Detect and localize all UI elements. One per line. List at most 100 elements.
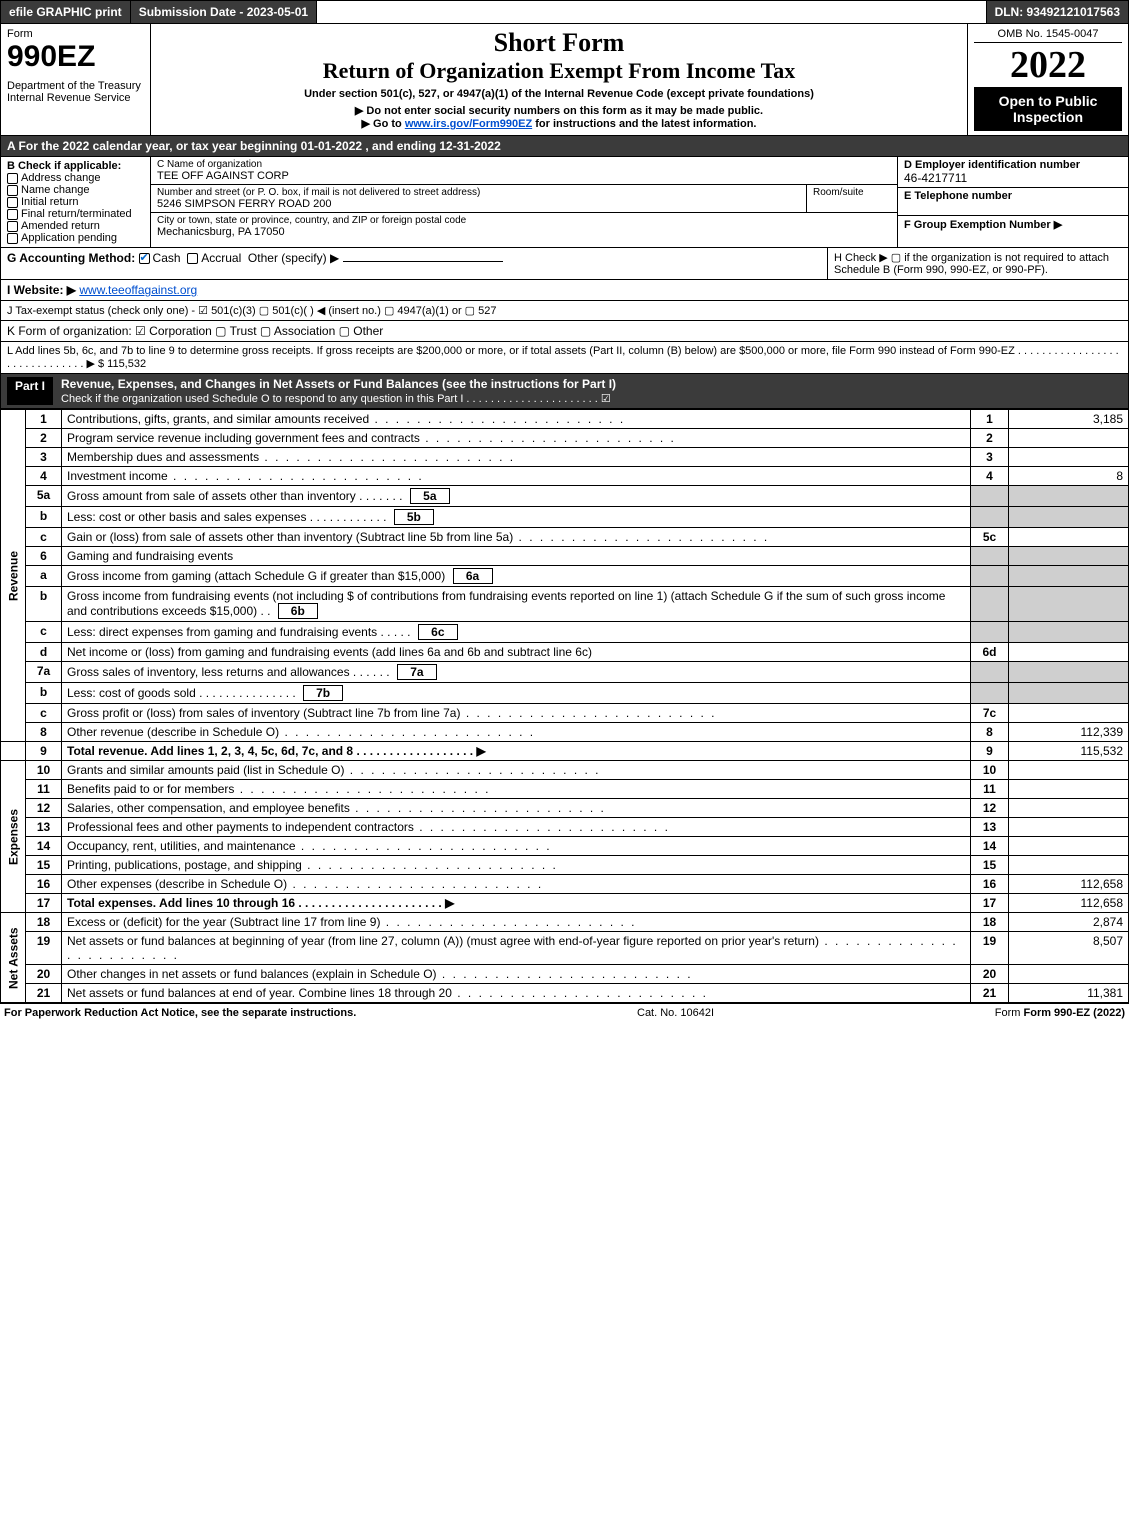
i-row: I Website: ▶ www.teeoffagainst.org — [0, 280, 1129, 301]
line-10-text: Grants and similar amounts paid (list in… — [62, 761, 971, 780]
line-15-num: 15 — [26, 856, 62, 875]
line-15-text: Printing, publications, postage, and shi… — [62, 856, 971, 875]
line-9-box: 9 — [971, 742, 1009, 761]
chk-cash[interactable]: Cash — [139, 251, 181, 265]
line-8-box: 8 — [971, 723, 1009, 742]
line-14-text: Occupancy, rent, utilities, and maintena… — [62, 837, 971, 856]
line-2-box: 2 — [971, 429, 1009, 448]
line-4-num: 4 — [26, 467, 62, 486]
chk-amended-return[interactable]: Amended return — [7, 220, 144, 232]
netassets-side-label: Net Assets — [1, 913, 26, 1003]
part1-bar: Part I Revenue, Expenses, and Changes in… — [0, 374, 1129, 409]
l-row: L Add lines 5b, 6c, and 7b to line 9 to … — [0, 342, 1129, 374]
line-15-box: 15 — [971, 856, 1009, 875]
e-phone-label: E Telephone number — [904, 190, 1122, 202]
line-6b-num: b — [26, 587, 62, 622]
line-7a-text: Gross sales of inventory, less returns a… — [62, 662, 971, 683]
part1-check: Check if the organization used Schedule … — [61, 393, 611, 405]
line-2-num: 2 — [26, 429, 62, 448]
line-8-val: 112,339 — [1009, 723, 1129, 742]
top-bar: efile GRAPHIC print Submission Date - 20… — [0, 0, 1129, 24]
chk-final-return[interactable]: Final return/terminated — [7, 208, 144, 220]
line-5a-val — [1009, 486, 1129, 507]
chk-application-pending[interactable]: Application pending — [7, 232, 144, 244]
line-20-text: Other changes in net assets or fund bala… — [62, 965, 971, 984]
chk-address-change[interactable]: Address change — [7, 172, 144, 184]
line-7c-val — [1009, 704, 1129, 723]
line-5b-num: b — [26, 507, 62, 528]
chk-name-change[interactable]: Name change — [7, 184, 144, 196]
tax-year: 2022 — [974, 43, 1122, 87]
line-7c-text: Gross profit or (loss) from sales of inv… — [62, 704, 971, 723]
chk-accrual[interactable]: Accrual — [187, 251, 241, 265]
line-4-box: 4 — [971, 467, 1009, 486]
revenue-side-label: Revenue — [1, 410, 26, 742]
line-6-text: Gaming and fundraising events — [62, 547, 971, 566]
line-3-box: 3 — [971, 448, 1009, 467]
line-7c-num: c — [26, 704, 62, 723]
website-link[interactable]: www.teeoffagainst.org — [79, 283, 197, 297]
line-13-box: 13 — [971, 818, 1009, 837]
line-6b-val — [1009, 587, 1129, 622]
line-7b-text: Less: cost of goods sold . . . . . . . .… — [62, 683, 971, 704]
line-19-text: Net assets or fund balances at beginning… — [62, 932, 971, 965]
line-10-box: 10 — [971, 761, 1009, 780]
line-12-text: Salaries, other compensation, and employ… — [62, 799, 971, 818]
line-8-text: Other revenue (describe in Schedule O) — [62, 723, 971, 742]
irs-link[interactable]: www.irs.gov/Form990EZ — [405, 118, 532, 130]
chk-initial-return[interactable]: Initial return — [7, 196, 144, 208]
k-row: K Form of organization: ☑ Corporation ▢ … — [0, 321, 1129, 342]
org-city: Mechanicsburg, PA 17050 — [157, 226, 891, 238]
org-street: 5246 SIMPSON FERRY ROAD 200 — [157, 198, 800, 210]
line-16-num: 16 — [26, 875, 62, 894]
line-13-text: Professional fees and other payments to … — [62, 818, 971, 837]
line-1-num: 1 — [26, 410, 62, 429]
line-7b-val — [1009, 683, 1129, 704]
short-form-title: Short Form — [157, 28, 961, 58]
goto-pre: ▶ Go to — [362, 118, 405, 130]
line-6b-text: Gross income from fundraising events (no… — [62, 587, 971, 622]
line-19-box: 19 — [971, 932, 1009, 965]
line-12-val — [1009, 799, 1129, 818]
org-name: TEE OFF AGAINST CORP — [157, 170, 891, 182]
line-14-val — [1009, 837, 1129, 856]
line-6d-val — [1009, 643, 1129, 662]
line-1-box: 1 — [971, 410, 1009, 429]
line-17-box: 17 — [971, 894, 1009, 913]
line-9-num: 9 — [26, 742, 62, 761]
efile-label[interactable]: efile GRAPHIC print — [1, 1, 131, 23]
return-title: Return of Organization Exempt From Incom… — [157, 58, 961, 84]
line-17-val: 112,658 — [1009, 894, 1129, 913]
under-section: Under section 501(c), 527, or 4947(a)(1)… — [157, 88, 961, 100]
line-20-box: 20 — [971, 965, 1009, 984]
form-number: 990EZ — [7, 40, 144, 74]
page-footer: For Paperwork Reduction Act Notice, see … — [0, 1003, 1129, 1022]
line-18-text: Excess or (deficit) for the year (Subtra… — [62, 913, 971, 932]
dln: DLN: 93492121017563 — [986, 1, 1128, 23]
f-group-exemption: F Group Exemption Number ▶ — [904, 218, 1122, 231]
form-header: Form 990EZ Department of the Treasury In… — [0, 24, 1129, 136]
line-16-box: 16 — [971, 875, 1009, 894]
line-5c-text: Gain or (loss) from sale of assets other… — [62, 528, 971, 547]
line-17-num: 17 — [26, 894, 62, 913]
line-9-text: Total revenue. Add lines 1, 2, 3, 4, 5c,… — [62, 742, 971, 761]
line-21-box: 21 — [971, 984, 1009, 1003]
entity-block: B Check if applicable: Address change Na… — [0, 157, 1129, 248]
line-7a-box — [971, 662, 1009, 683]
g-h-row: G Accounting Method: Cash Accrual Other … — [0, 248, 1129, 280]
j-row: J Tax-exempt status (check only one) - ☑… — [0, 301, 1129, 321]
footer-left: For Paperwork Reduction Act Notice, see … — [4, 1007, 356, 1019]
line-6b-box — [971, 587, 1009, 622]
line-6-val — [1009, 547, 1129, 566]
open-public-inspection: Open to Public Inspection — [974, 87, 1122, 131]
line-7a-val — [1009, 662, 1129, 683]
line-16-text: Other expenses (describe in Schedule O) — [62, 875, 971, 894]
line-6d-text: Net income or (loss) from gaming and fun… — [62, 643, 971, 662]
line-20-val — [1009, 965, 1129, 984]
line-5a-text: Gross amount from sale of assets other t… — [62, 486, 971, 507]
line-17-text: Total expenses. Add lines 10 through 16 … — [62, 894, 971, 913]
goto-line: ▶ Go to www.irs.gov/Form990EZ for instru… — [157, 117, 961, 130]
line-12-num: 12 — [26, 799, 62, 818]
submission-date: Submission Date - 2023-05-01 — [131, 1, 317, 23]
line-6a-val — [1009, 566, 1129, 587]
